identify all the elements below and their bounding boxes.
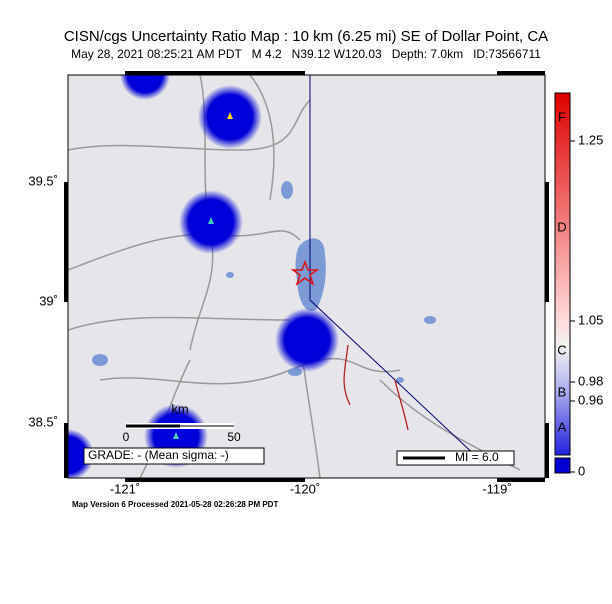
state-border [309, 75, 481, 461]
legend-box [396, 450, 515, 466]
title: CISN/cgs Uncertainty Ratio Map : 10 km (… [64, 28, 548, 45]
grade-box [83, 447, 265, 465]
longitude-label: -120˚ [290, 481, 320, 496]
station [173, 432, 179, 439]
colorbar-scale [554, 92, 571, 456]
map-area [68, 75, 545, 478]
colorbar-tick: 0 [578, 463, 585, 478]
faults [343, 344, 409, 431]
frame-ticks [64, 71, 549, 482]
longitude-label: -119˚ [482, 481, 511, 496]
legend-label: MI = 6.0 [455, 450, 499, 464]
grade-letter: A [558, 419, 567, 434]
scale-unit: km [171, 401, 188, 416]
longitude-label: -121˚ [110, 481, 140, 496]
epicenter [290, 259, 320, 287]
footer: Map Version 6 Processed 2021-05-28 02:26… [72, 500, 278, 509]
latitude-label: 39˚ [39, 293, 58, 308]
scale-start: 0 [123, 430, 130, 444]
grade: GRADE: - (Mean sigma: -) [88, 448, 229, 462]
colorbar-tick: 1.25 [578, 132, 603, 147]
scale-bar: km 0 50 [123, 401, 241, 444]
latitude-label: 39.5˚ [28, 173, 58, 188]
subtitle: May 28, 2021 08:25:21 AM PDT M 4.2 N39.1… [71, 47, 541, 61]
colorbar-tick: 1.05 [578, 312, 603, 327]
grade-letter: B [558, 384, 567, 399]
station [227, 112, 233, 119]
colorbar-zero [554, 457, 571, 474]
grade-letter: C [557, 342, 566, 357]
colorbar-tick: 0.98 [578, 373, 603, 388]
scale-end: 50 [227, 430, 241, 444]
grade-letter: F [558, 109, 566, 124]
station [208, 217, 214, 224]
latitude-label: 38.5˚ [28, 414, 58, 429]
colorbar: F D C B A 1.25 1.05 0.98 0.96 0 [554, 92, 603, 478]
grade-letter: D [557, 219, 566, 234]
colorbar-tick: 0.96 [578, 392, 603, 407]
